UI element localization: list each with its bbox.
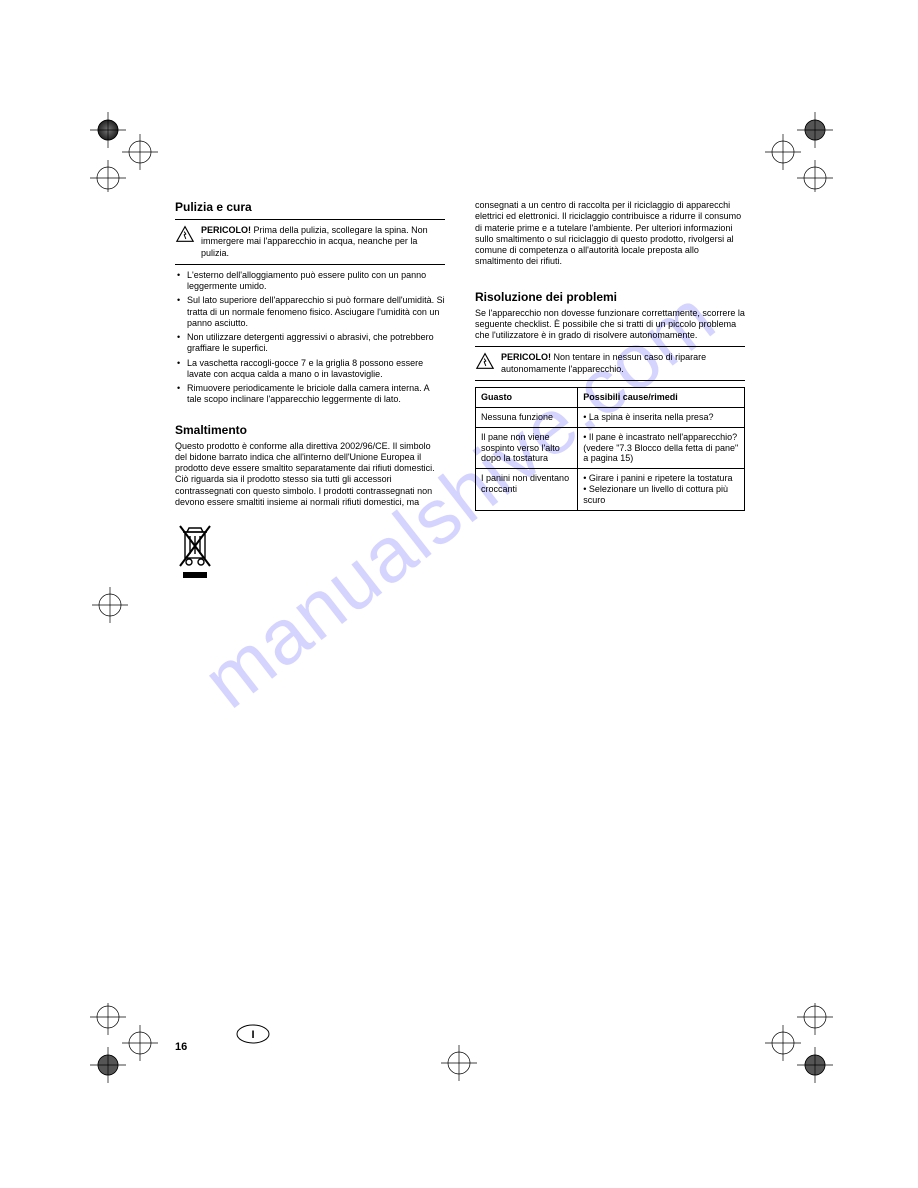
svg-text:I: I — [251, 1029, 254, 1041]
table-cell: I panini non diventano croccanti — [476, 469, 578, 510]
divider — [475, 346, 745, 347]
table-cell: Nessuna funzione — [476, 408, 578, 428]
table-row-header: Guasto Possibili cause/rimedi — [476, 388, 745, 408]
table-header-cell: Guasto — [476, 388, 578, 408]
table-row: Nessuna funzione • La spina è inserita n… — [476, 408, 745, 428]
divider — [175, 264, 445, 265]
divider — [175, 219, 445, 220]
list-item: L'esterno dell'alloggiamento può essere … — [187, 270, 445, 293]
table-cell: Il pane non viene sospinto verso l'alto … — [476, 427, 578, 468]
table-cell: • Girare i panini e ripetere la tostatur… — [578, 469, 745, 510]
weee-bin-icon — [175, 524, 215, 585]
list-item: La vaschetta raccogli-gocce 7 e la grigl… — [187, 358, 445, 381]
page-number: 16 — [175, 1041, 187, 1053]
warning-block: PERICOLO! Prima della pulizia, scollegar… — [175, 225, 445, 259]
disposal-text-col2: consegnati a un centro di raccolta per i… — [475, 200, 745, 268]
right-column: consegnati a un centro di raccolta per i… — [475, 200, 745, 585]
list-item: Non utilizzare detergenti aggressivi o a… — [187, 332, 445, 355]
table-row: Il pane non viene sospinto verso l'alto … — [476, 427, 745, 468]
warning-text: PERICOLO! Prima della pulizia, scollegar… — [201, 225, 445, 259]
table-header-cell: Possibili cause/rimedi — [578, 388, 745, 408]
left-column: Pulizia e cura PERICOLO! Prima della pul… — [175, 200, 445, 585]
registration-mark-bottom-right — [763, 1003, 833, 1088]
disposal-text-col1: Questo prodotto è conforme alla direttiv… — [175, 441, 445, 509]
divider — [475, 380, 745, 381]
list-item: Sul lato superiore dell'apparecchio si p… — [187, 295, 445, 329]
bullet-list: L'esterno dell'alloggiamento può essere … — [175, 270, 445, 406]
page-content: Pulizia e cura PERICOLO! Prima della pul… — [175, 200, 745, 585]
registration-mark-mid-left — [90, 585, 130, 630]
heading-disposal: Smaltimento — [175, 423, 445, 437]
language-badge: I — [235, 1023, 271, 1050]
heading-troubleshoot: Risoluzione dei problemi — [475, 290, 745, 304]
troubleshoot-intro: Se l'apparecchio non dovesse funzionare … — [475, 308, 745, 342]
registration-mark-top-right — [763, 112, 833, 197]
registration-mark-bottom-mid — [439, 1043, 479, 1088]
table-row: I panini non diventano croccanti • Girar… — [476, 469, 745, 510]
registration-mark-bottom-left — [90, 1003, 160, 1088]
warning-block: PERICOLO! Non tentare in nessun caso di … — [475, 352, 745, 375]
danger-icon — [475, 352, 495, 375]
table-cell: • La spina è inserita nella presa? — [578, 408, 745, 428]
table-cell: • Il pane è incastrato nell'apparecchio?… — [578, 427, 745, 468]
list-item: Rimuovere periodicamente le briciole dal… — [187, 383, 445, 406]
troubleshoot-table: Guasto Possibili cause/rimedi Nessuna fu… — [475, 387, 745, 510]
heading-cleaning: Pulizia e cura — [175, 200, 445, 214]
registration-mark-top-left — [90, 112, 160, 197]
danger-icon — [175, 225, 195, 248]
warning-text: PERICOLO! Non tentare in nessun caso di … — [501, 352, 745, 375]
